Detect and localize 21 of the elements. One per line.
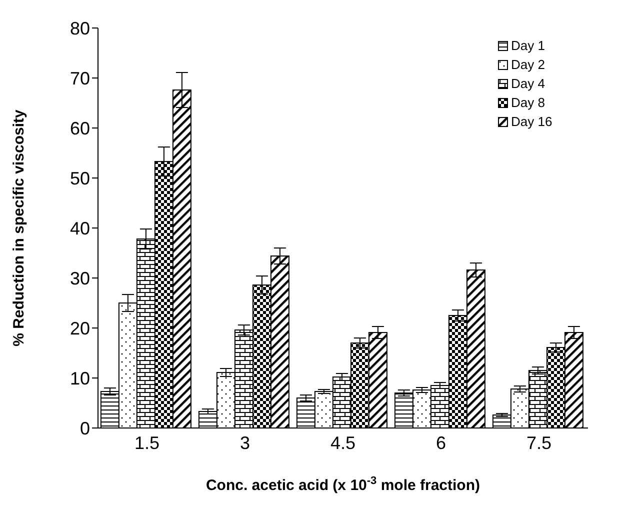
y-axis-title: % Reduction in specific viscosity (10, 108, 28, 346)
legend-label: Day 1 (511, 38, 545, 53)
y-tick-label: 60 (70, 118, 90, 138)
x-tick-label: 3 (240, 432, 250, 453)
legend-label: Day 2 (511, 57, 545, 72)
x-axis-title: Conc. acetic acid (x 10$^{-3}$ mole fraction) (206, 475, 480, 494)
legend-label: Day 8 (511, 95, 545, 110)
y-tick-label: 80 (70, 18, 90, 38)
y-tick-label: 70 (70, 68, 90, 88)
legend-label: Day 16 (511, 114, 552, 129)
y-tick-label: 10 (70, 368, 90, 388)
legend-label: Day 4 (511, 76, 545, 91)
y-tick-label: 50 (70, 168, 90, 188)
y-tick-label: 20 (70, 318, 90, 338)
x-tick-label: 6 (436, 432, 446, 453)
y-tick-label: 0 (80, 418, 90, 438)
x-tick-label: 4.5 (330, 432, 356, 453)
x-tick-label: 1.5 (134, 432, 160, 453)
y-tick-label: 30 (70, 268, 90, 288)
x-tick-label: 7.5 (526, 432, 552, 453)
y-tick-label: 40 (70, 218, 90, 238)
